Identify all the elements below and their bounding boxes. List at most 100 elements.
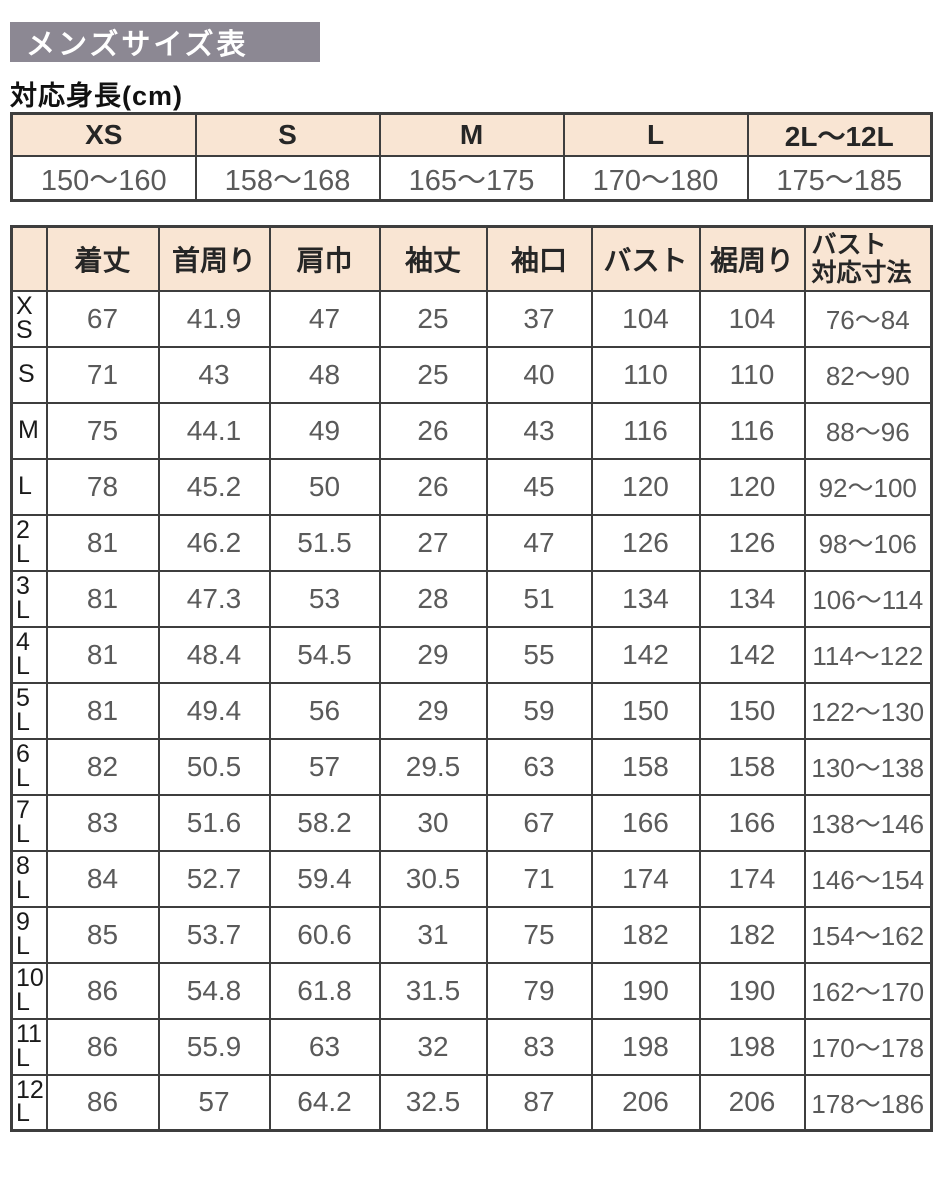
size-value-cell: 198 (590, 1017, 701, 1076)
size-value-cell: 86 (45, 1073, 160, 1132)
size-col-header: 裾周り (698, 225, 806, 292)
size-value-cell: 120 (590, 457, 701, 516)
size-value-cell: 75 (45, 401, 160, 460)
size-value-cell: 26 (378, 401, 488, 460)
size-value-cell: 31 (378, 905, 488, 964)
size-value-cell: 158 (590, 737, 701, 796)
table-row: 10 L 86 54.8 61.8 31.5 79 190 190 162～170 (10, 961, 933, 1020)
size-value-cell: 51.5 (268, 513, 381, 572)
height-table-value-row: 150～160 158～168 165～175 170～180 175～185 (10, 155, 933, 202)
size-value-cell: 166 (590, 793, 701, 852)
table-row: 3 L 81 47.3 53 28 51 134 134 106～114 (10, 569, 933, 628)
height-col-header: XS (10, 112, 197, 157)
height-col-header: 2L～12L (746, 112, 933, 157)
page-title-banner: メンズサイズ表 (10, 22, 320, 62)
size-value-cell: 64.2 (268, 1073, 381, 1132)
size-value-cell: 166 (698, 793, 806, 852)
size-value-cell: 28 (378, 569, 488, 628)
size-value-cell: 86 (45, 1017, 160, 1076)
size-value-cell: 78 (45, 457, 160, 516)
size-value-cell: 81 (45, 513, 160, 572)
height-table: XS S M L 2L～12L 150～160 158～168 165～175 170～180… (10, 112, 933, 202)
size-value-cell: 126 (590, 513, 701, 572)
size-value-cell: 31.5 (378, 961, 488, 1020)
size-value-cell: 146～154 (803, 849, 933, 908)
size-value-cell: 174 (698, 849, 806, 908)
size-value-cell: 29.5 (378, 737, 488, 796)
size-value-cell: 126 (698, 513, 806, 572)
size-value-cell: 104 (698, 289, 806, 348)
table-row: 4 L 81 48.4 54.5 29 55 142 142 114～122 (10, 625, 933, 684)
size-value-cell: 25 (378, 345, 488, 404)
table-row: 6 L 82 50.5 57 29.5 63 158 158 130～138 (10, 737, 933, 796)
size-value-cell: 29 (378, 681, 488, 740)
size-value-cell: 120 (698, 457, 806, 516)
size-value-cell: 26 (378, 457, 488, 516)
table-row: 7 L 83 51.6 58.2 30 67 166 166 138～146 (10, 793, 933, 852)
size-value-cell: 47 (485, 513, 593, 572)
size-value-cell: 110 (590, 345, 701, 404)
size-value-cell: 206 (590, 1073, 701, 1132)
size-value-cell: 206 (698, 1073, 806, 1132)
table-row: M 75 44.1 49 26 43 116 116 88～96 (10, 401, 933, 460)
size-value-cell: 98～106 (803, 513, 933, 572)
size-value-cell: 84 (45, 849, 160, 908)
table-row: 5 L 81 49.4 56 29 59 150 150 122～130 (10, 681, 933, 740)
size-row-label: 7 L (10, 793, 48, 852)
size-value-cell: 54.8 (157, 961, 271, 1020)
size-row-label: 8 L (10, 849, 48, 908)
height-section-label: 対応身長(cm) (10, 81, 184, 111)
size-value-cell: 75 (485, 905, 593, 964)
size-value-cell: 67 (485, 793, 593, 852)
size-value-cell: 138～146 (803, 793, 933, 852)
size-value-cell: 51.6 (157, 793, 271, 852)
size-value-cell: 92～100 (803, 457, 933, 516)
size-col-header: 袖口 (485, 225, 593, 292)
size-value-cell: 116 (590, 401, 701, 460)
size-value-cell: 79 (485, 961, 593, 1020)
table-row: S 71 43 48 25 40 110 110 82～90 (10, 345, 933, 404)
size-col-header: 着丈 (45, 225, 160, 292)
size-value-cell: 48.4 (157, 625, 271, 684)
size-col-header: バスト (590, 225, 701, 292)
size-value-cell: 54.5 (268, 625, 381, 684)
size-value-cell: 55 (485, 625, 593, 684)
table-row: 2 L 81 46.2 51.5 27 47 126 126 98～106 (10, 513, 933, 572)
table-row: 12 L 86 57 64.2 32.5 87 206 206 178～186 (10, 1073, 933, 1132)
size-value-cell: 190 (590, 961, 701, 1020)
size-value-cell: 52.7 (157, 849, 271, 908)
height-range-cell: 158～168 (194, 155, 381, 202)
size-value-cell: 87 (485, 1073, 593, 1132)
size-value-cell: 57 (268, 737, 381, 796)
size-value-cell: 61.8 (268, 961, 381, 1020)
size-value-cell: 43 (485, 401, 593, 460)
size-row-label: 10 L (10, 961, 48, 1020)
size-value-cell: 71 (485, 849, 593, 908)
height-col-header: L (562, 112, 749, 157)
size-row-label: M (10, 401, 48, 460)
size-value-cell: 71 (45, 345, 160, 404)
size-value-cell: 85 (45, 905, 160, 964)
size-value-cell: 51 (485, 569, 593, 628)
size-value-cell: 53.7 (157, 905, 271, 964)
size-value-cell: 30 (378, 793, 488, 852)
size-value-cell: 150 (590, 681, 701, 740)
size-col-header: 肩巾 (268, 225, 381, 292)
table-row: 8 L 84 52.7 59.4 30.5 71 174 174 146～154 (10, 849, 933, 908)
height-range-cell: 170～180 (562, 155, 749, 202)
size-value-cell: 88～96 (803, 401, 933, 460)
size-value-cell: 162～170 (803, 961, 933, 1020)
size-value-cell: 174 (590, 849, 701, 908)
size-row-label: 5 L (10, 681, 48, 740)
size-value-cell: 59 (485, 681, 593, 740)
size-value-cell: 81 (45, 569, 160, 628)
page-title: メンズサイズ表 (26, 29, 249, 61)
height-table-header-row: XS S M L 2L～12L (10, 112, 933, 157)
size-value-cell: 76～84 (803, 289, 933, 348)
size-value-cell: 45 (485, 457, 593, 516)
size-value-cell: 25 (378, 289, 488, 348)
table-row: 11 L 86 55.9 63 32 83 198 198 170～178 (10, 1017, 933, 1076)
corner-cell (10, 225, 48, 292)
size-value-cell: 81 (45, 681, 160, 740)
